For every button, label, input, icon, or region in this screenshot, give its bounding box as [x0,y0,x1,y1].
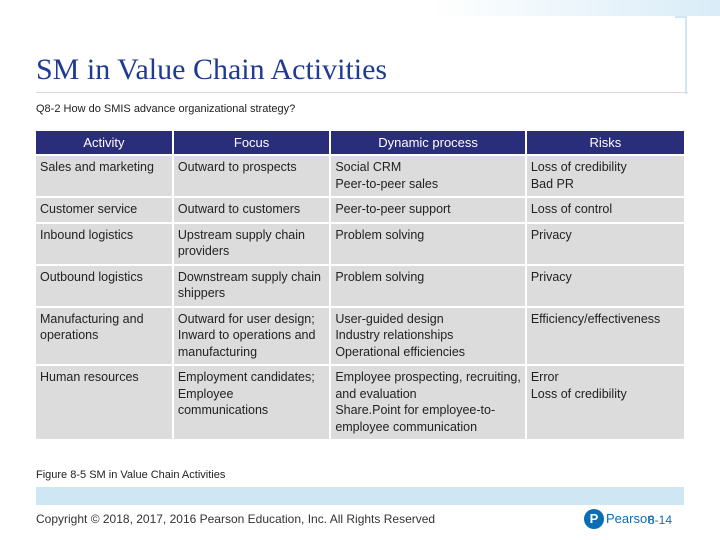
cell-activity: Manufacturing and operations [36,307,172,364]
value-chain-table: Activity Focus Dynamic process Risks Sal… [36,129,684,441]
table-header-row: Activity Focus Dynamic process Risks [36,131,684,154]
cell-risks: Loss of control [524,198,684,222]
table-row: Outbound logistics Downstream supply cha… [36,265,684,306]
cell-focus: Employment candidates; Employee communic… [171,366,330,439]
cell-activity: Inbound logistics [36,223,172,264]
table-row: Sales and marketing Outward to prospects… [36,156,684,196]
header-risks: Risks [524,131,684,154]
cell-risks: Loss of credibility Bad PR [524,156,684,196]
top-decoration [0,0,720,16]
cell-focus: Upstream supply chain providers [171,223,330,264]
cell-dynamic-process: Employee prospecting, recruiting, and ev… [329,366,525,439]
cell-risks: Efficiency/effectiveness [524,307,684,364]
cell-focus: Outward for user design; Inward to opera… [171,307,330,364]
header-activity: Activity [36,131,172,154]
header-dynamic-process: Dynamic process [329,131,525,154]
header-focus: Focus [171,131,330,154]
copyright-notice: Copyright © 2018, 2017, 2016 Pearson Edu… [36,512,436,526]
brand-name: Pearson [606,511,655,526]
figure-caption: Figure 8-5 SM in Value Chain Activities [36,469,226,481]
cell-focus: Downstream supply chain shippers [171,265,330,306]
cell-activity: Customer service [36,198,172,222]
cell-dynamic-process: User-guided design Industry relationship… [329,307,525,364]
cell-focus: Outward to prospects [171,156,330,196]
table-row: Manufacturing and operations Outward for… [36,307,684,364]
footer-band [36,487,684,505]
cell-activity: Outbound logistics [36,265,172,306]
corner-bracket-decoration [675,16,687,94]
cell-activity: Human resources [36,366,172,439]
cell-risks: Error Loss of credibility [524,366,684,439]
title-divider [36,92,688,93]
table-row: Inbound logistics Upstream supply chain … [36,223,684,264]
table-row: Customer service Outward to customers Pe… [36,198,684,222]
cell-dynamic-process: Peer-to-peer support [329,198,525,222]
slide-title: SM in Value Chain Activities [36,53,388,86]
cell-dynamic-process: Problem solving [329,223,525,264]
slide-subtitle: Q8-2 How do SMIS advance organizational … [36,103,296,115]
pearson-logo-icon: P [584,509,604,529]
cell-dynamic-process: Social CRM Peer-to-peer sales [329,156,525,196]
table-row: Human resources Employment candidates; E… [36,366,684,439]
cell-dynamic-process: Problem solving [329,265,525,306]
cell-activity: Sales and marketing [36,156,172,196]
cell-risks: Privacy [524,265,684,306]
cell-focus: Outward to customers [171,198,330,222]
slide-number: 8-14 [648,513,673,527]
cell-risks: Privacy [524,223,684,264]
